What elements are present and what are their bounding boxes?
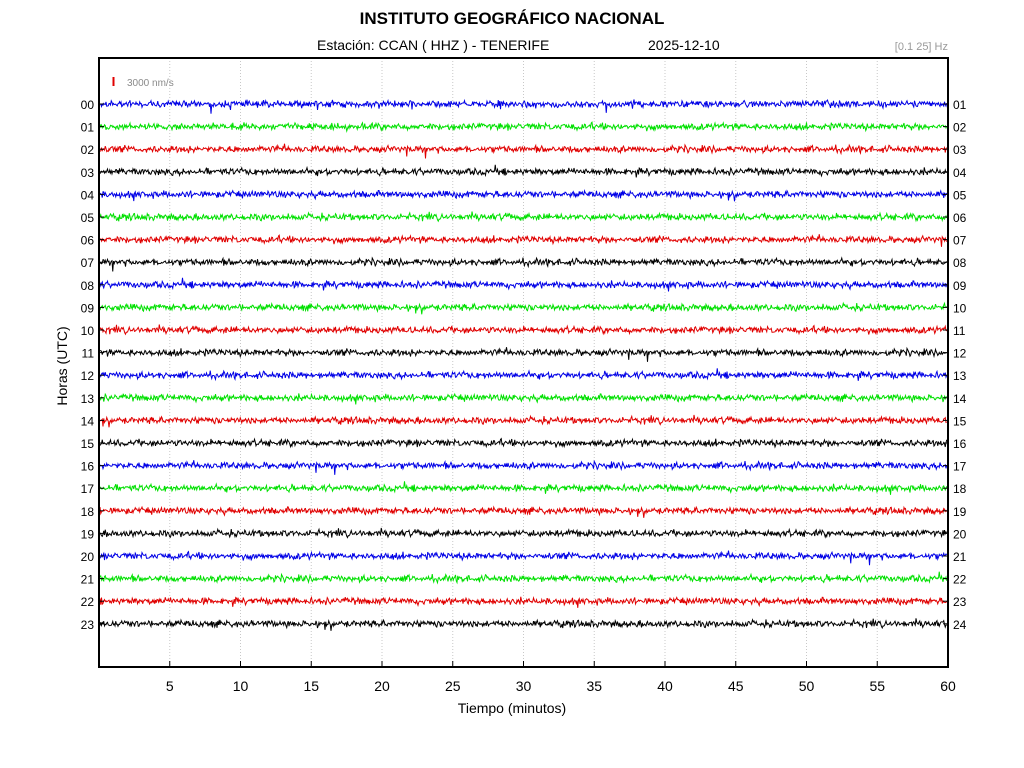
y-axis-label: Horas (UTC) (54, 326, 70, 406)
right-hour-label: 07 (953, 234, 967, 248)
x-tick-label: 50 (799, 678, 815, 694)
left-hour-label: 13 (81, 392, 95, 406)
station-label: Estación: CCAN ( HHZ ) - TENERIFE (317, 37, 550, 53)
axis-ticks: 5 10 15 20 25 30 35 40 45 50 55 60 00 01 02 03 04 05 06 07 0… (81, 98, 967, 694)
x-tick-label: 15 (303, 678, 319, 694)
left-hour-label: 11 (82, 347, 95, 361)
right-hour-label: 04 (953, 166, 967, 180)
trace-hour-16 (99, 459, 948, 475)
trace-hour-09 (99, 301, 948, 315)
left-hour-label: 23 (81, 618, 95, 632)
trace-hour-08 (99, 277, 948, 292)
right-hour-label: 17 (953, 460, 967, 474)
left-hour-label: 18 (81, 505, 95, 519)
x-tick-label: 55 (869, 678, 885, 694)
left-hour-label: 08 (81, 279, 95, 293)
left-hour-label: 16 (81, 460, 95, 474)
x-tick-label: 30 (516, 678, 532, 694)
left-hour-label: 15 (81, 437, 95, 451)
trace-hour-07 (99, 256, 948, 272)
x-tick-label: 45 (728, 678, 744, 694)
trace-hour-10 (99, 324, 948, 336)
trace-hour-17 (99, 481, 948, 495)
right-hour-label: 21 (953, 550, 967, 564)
left-hour-label: 19 (81, 527, 95, 541)
trace-hour-02 (99, 143, 948, 159)
right-hour-label: 03 (953, 143, 967, 157)
x-tick-label: 35 (586, 678, 602, 694)
left-hour-label: 17 (81, 482, 95, 496)
right-hour-label: 12 (953, 347, 967, 361)
trace-hour-04 (99, 188, 948, 202)
right-hour-label: 24 (953, 618, 967, 632)
right-hour-label: 10 (953, 301, 967, 315)
right-hour-label: 06 (953, 211, 967, 225)
right-hour-label: 08 (953, 256, 967, 270)
left-hour-label: 20 (81, 550, 95, 564)
left-hour-label: 05 (81, 211, 95, 225)
right-hour-label: 09 (953, 279, 967, 293)
left-hour-label: 02 (81, 143, 95, 157)
trace-hour-05 (99, 211, 948, 223)
trace-hour-20 (99, 550, 948, 566)
left-hour-label: 21 (81, 573, 95, 587)
right-hour-label: 14 (953, 392, 967, 406)
right-hour-label: 23 (953, 595, 967, 609)
left-hour-label: 14 (81, 414, 95, 428)
left-hour-label: 00 (81, 98, 95, 112)
left-hour-label: 10 (81, 324, 95, 338)
x-tick-label: 20 (374, 678, 390, 694)
chart-title: INSTITUTO GEOGRÁFICO NACIONAL (359, 9, 665, 28)
scale-bar-label: 3000 nm/s (127, 78, 174, 89)
right-hour-label: 22 (953, 573, 967, 587)
x-tick-label: 5 (166, 678, 174, 694)
x-tick-label: 10 (233, 678, 249, 694)
left-hour-label: 07 (81, 256, 95, 270)
trace-hour-18 (99, 505, 948, 518)
right-hour-label: 18 (953, 482, 967, 496)
right-hour-label: 19 (953, 505, 967, 519)
trace-hour-01 (99, 121, 948, 134)
left-hour-label: 12 (81, 369, 95, 383)
left-hour-label: 04 (81, 188, 95, 202)
right-hour-label: 02 (953, 121, 967, 135)
left-hour-label: 03 (81, 166, 95, 180)
trace-hour-12 (99, 368, 948, 382)
trace-hour-22 (99, 595, 948, 608)
trace-hour-21 (99, 571, 948, 585)
right-hour-label: 16 (953, 437, 967, 451)
filter-band-label: [0.1 25] Hz (894, 41, 948, 53)
trace-hour-13 (99, 392, 947, 405)
grid-lines (169, 58, 878, 667)
x-tick-label: 40 (657, 678, 673, 694)
trace-hour-11 (99, 346, 947, 362)
right-hour-label: 05 (953, 188, 967, 202)
trace-hour-00 (99, 98, 948, 114)
seismic-traces (99, 98, 948, 631)
trace-hour-15 (99, 437, 948, 449)
x-axis-label: Tiempo (minutos) (457, 700, 567, 716)
x-tick-label: 25 (445, 678, 461, 694)
date-label: 2025-12-10 (648, 37, 720, 53)
right-hour-label: 20 (953, 527, 967, 541)
right-hour-label: 15 (953, 414, 967, 428)
trace-hour-23 (99, 617, 947, 631)
trace-hour-14 (99, 414, 947, 428)
trace-hour-19 (99, 527, 948, 539)
left-hour-label: 01 (81, 121, 95, 135)
right-hour-label: 11 (953, 324, 966, 338)
trace-hour-03 (99, 164, 947, 178)
x-tick-label: 60 (940, 678, 956, 694)
scale-bar-group: 3000 nm/s (112, 77, 174, 89)
right-hour-label: 01 (953, 98, 967, 112)
left-hour-label: 06 (81, 234, 95, 248)
left-hour-label: 09 (81, 301, 95, 315)
trace-hour-06 (99, 234, 948, 247)
left-hour-label: 22 (81, 595, 95, 609)
right-hour-label: 13 (953, 369, 967, 383)
